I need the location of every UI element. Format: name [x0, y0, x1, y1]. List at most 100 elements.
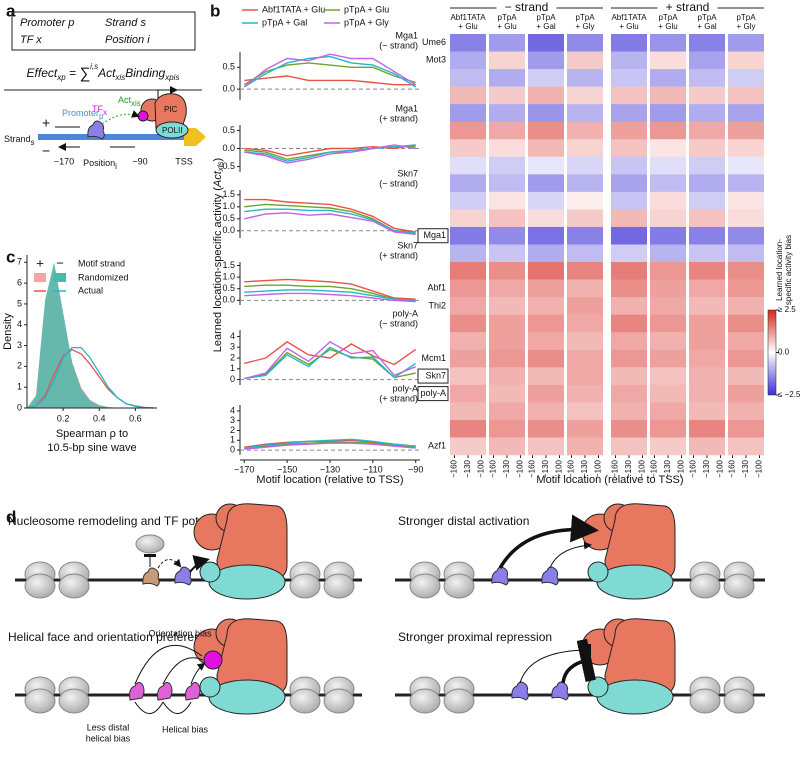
column-label: + Glu — [497, 22, 516, 31]
box-text: TF x — [20, 34, 42, 46]
subplot-title: Skn7 — [397, 168, 418, 178]
heatmap-cell — [611, 34, 647, 52]
legend-label: pTpA + Gly — [344, 17, 389, 27]
heatmap-cell — [650, 244, 686, 263]
heatmap-cell — [728, 139, 764, 158]
heatmap-cell — [650, 174, 686, 193]
pic-complex — [581, 503, 676, 600]
heatmap-cell — [489, 314, 525, 333]
heatmap-cell — [489, 437, 525, 456]
repression — [561, 638, 596, 684]
heatmap-cell — [728, 437, 764, 456]
y-tick-label: 1.0 — [222, 271, 235, 281]
y-tick-label: 0.0 — [222, 143, 235, 153]
y-tick-label: 1.5 — [222, 189, 235, 199]
heatmap-cell — [728, 314, 764, 333]
heatmap-cell — [611, 209, 647, 228]
heatmap-cell — [489, 402, 525, 421]
heatmap-cell — [728, 104, 764, 123]
label: TFx — [92, 104, 107, 117]
heatmap-cell — [450, 156, 486, 175]
heatmap-cell — [728, 244, 764, 263]
heatmap-cell — [611, 332, 647, 351]
heatmap-cell — [689, 419, 725, 438]
act-arrow — [101, 110, 140, 125]
heatmap-cell — [489, 419, 525, 438]
subplot-title: poly-A — [392, 308, 418, 318]
row-label: Mga1 — [423, 230, 446, 240]
label: + — [42, 115, 50, 131]
heatmap-cell — [450, 419, 486, 438]
y-tick-label: 0.5 — [222, 213, 235, 223]
colorbar-title: Learned location- — [775, 239, 784, 301]
arrow — [157, 558, 182, 569]
column-label: + Gal — [697, 22, 717, 31]
y-tick-label: 2 — [17, 361, 22, 371]
panel-label: a — [6, 1, 16, 20]
heatmap-cell — [650, 419, 686, 438]
line — [243, 53, 417, 88]
heatmap-cell — [567, 437, 603, 456]
heatmap-cell — [528, 69, 564, 87]
y-tick-label: 1.0 — [222, 201, 235, 211]
heatmap-cell — [689, 279, 725, 298]
heatmap-cell — [567, 226, 603, 245]
heatmap-cell — [650, 437, 686, 456]
row-label: Mot3 — [426, 55, 446, 65]
x-tick-label: −130 — [502, 459, 511, 478]
heatmap-cell — [689, 262, 725, 280]
label: Promoterp — [62, 108, 104, 121]
heatmap-cell — [567, 104, 603, 123]
colorbar — [767, 309, 777, 396]
legend-swatch — [34, 273, 46, 282]
subplot-title: Mga1 — [395, 30, 418, 40]
heatmap-cell — [528, 262, 564, 280]
label: − — [42, 143, 50, 159]
heatmap-cell — [650, 69, 686, 87]
heatmap-cell — [611, 314, 647, 333]
line — [244, 292, 416, 303]
row-label: Ume6 — [422, 37, 446, 47]
group-label: + strand — [666, 0, 710, 14]
x-tick-label: −160 — [611, 459, 620, 478]
heatmap-cell — [528, 191, 564, 210]
heatmap-cell — [489, 139, 525, 158]
heatmap-cell — [611, 86, 647, 105]
subplot-subtitle: (+ strand) — [379, 250, 418, 260]
heatmap-cell — [489, 332, 525, 351]
label: Actxis — [118, 95, 141, 108]
x-tick-label: −100 — [716, 459, 725, 478]
pic — [154, 93, 187, 129]
scheme-title: Helical face and orientation preferences — [8, 630, 219, 644]
line — [244, 442, 416, 450]
y-tick-label: 3 — [17, 340, 22, 350]
tf-shape — [511, 681, 529, 701]
x-axis-title: Motif location (relative to TSS) — [256, 474, 403, 486]
heatmap-cell — [689, 51, 725, 70]
heatmap-cell — [567, 156, 603, 175]
x-tick-label: −130 — [663, 459, 672, 478]
x-tick-label: −100 — [516, 459, 525, 478]
heatmap-cell — [528, 314, 564, 333]
heatmap-cell — [650, 51, 686, 70]
heatmap-cell — [567, 419, 603, 438]
x-tick-label: −130 — [741, 459, 750, 478]
heatmap-cell — [528, 279, 564, 298]
arrow — [134, 701, 192, 714]
dna — [38, 134, 186, 140]
heatmap-cell — [489, 262, 525, 280]
heatmap-cell — [450, 402, 486, 421]
column-label: Abf1TATA — [450, 13, 486, 22]
y-axis-title-part: ) — [212, 158, 224, 162]
heatmap-cell — [567, 262, 603, 280]
column-label: + Gal — [536, 22, 556, 31]
heatmap-cell — [450, 367, 486, 386]
heatmap-cell — [528, 121, 564, 140]
heatmap-cell — [611, 437, 647, 456]
heatmap-cell — [567, 314, 603, 333]
label: PIC — [164, 105, 178, 114]
line — [244, 212, 416, 236]
label: Positioni — [83, 158, 117, 171]
tf-shape — [491, 566, 509, 586]
y-tick-label: 2 — [230, 425, 235, 435]
